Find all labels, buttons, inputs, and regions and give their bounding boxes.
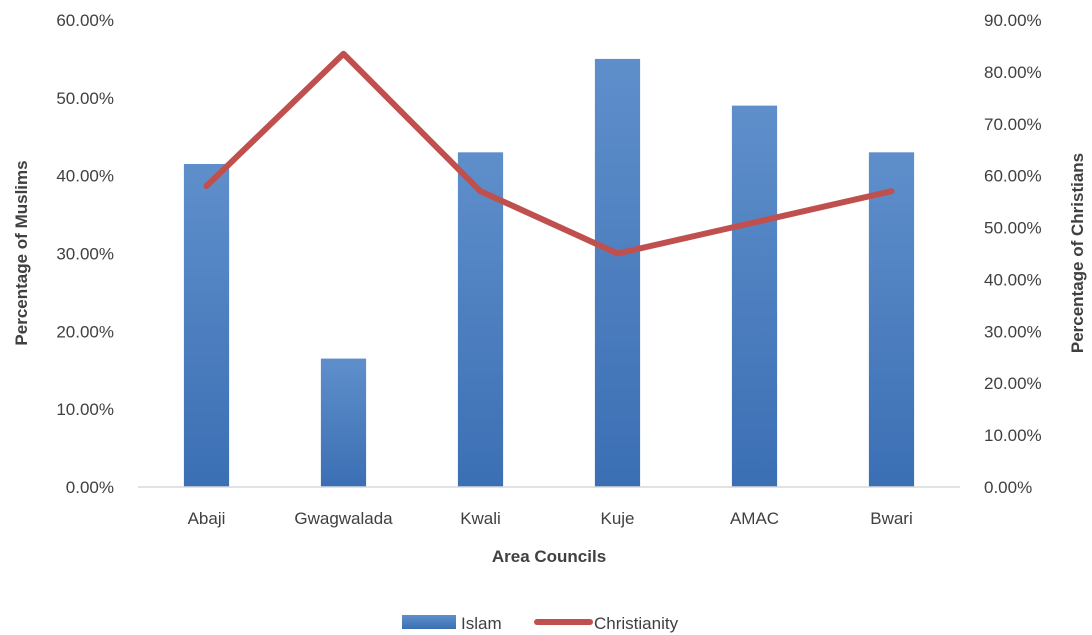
y-tick-label: 0.00%	[66, 478, 114, 497]
y2-tick-label: 80.00%	[984, 63, 1042, 82]
x-tick-label: Kwali	[460, 509, 501, 528]
y-tick-label: 50.00%	[56, 89, 114, 108]
x-tick-label: AMAC	[730, 509, 779, 528]
left-axis-ticks: 0.00% 10.00% 20.00% 30.00% 40.00% 50.00% 60.00…	[56, 11, 114, 497]
x-tick-label: Kuje	[600, 509, 634, 528]
bar-bwari	[868, 152, 915, 488]
y-axis-title: Percentage of Muslims	[12, 160, 31, 345]
bar-series	[183, 58, 915, 488]
y2-tick-label: 40.00%	[984, 270, 1042, 289]
x-tick-label: Gwagwalada	[294, 509, 393, 528]
category-labels: Abaji Gwagwalada Kwali Kuje AMAC Bwari	[188, 509, 913, 528]
x-tick-label: Abaji	[188, 509, 226, 528]
y-tick-label: 60.00%	[56, 11, 114, 30]
x-tick-label: Bwari	[870, 509, 913, 528]
legend: Islam Christianity	[402, 614, 679, 633]
right-axis-ticks: 0.00% 10.00% 20.00% 30.00% 40.00% 50.00% 60.00…	[984, 11, 1042, 497]
y2-tick-label: 50.00%	[984, 219, 1042, 238]
y2-tick-label: 90.00%	[984, 11, 1042, 30]
legend-label-christianity: Christianity	[594, 614, 679, 633]
y2-tick-label: 10.00%	[984, 426, 1042, 445]
y2-tick-label: 60.00%	[984, 167, 1042, 186]
y2-tick-label: 30.00%	[984, 322, 1042, 341]
y-tick-label: 30.00%	[56, 245, 114, 264]
christianity-line	[203, 50, 895, 257]
bar-kwali	[457, 152, 504, 488]
y-tick-label: 40.00%	[56, 167, 114, 186]
y2-tick-label: 0.00%	[984, 478, 1032, 497]
bar-amac	[731, 105, 778, 487]
y-tick-label: 20.00%	[56, 322, 114, 341]
bar-kuje	[594, 58, 641, 488]
y2-axis-title: Percentage of Christians	[1068, 153, 1087, 353]
y2-tick-label: 70.00%	[984, 115, 1042, 134]
bar-abaji	[183, 163, 230, 487]
y2-tick-label: 20.00%	[984, 374, 1042, 393]
y-tick-label: 10.00%	[56, 400, 114, 419]
bar-gwagwalada	[320, 358, 367, 487]
legend-swatch-islam	[402, 615, 456, 629]
legend-label-islam: Islam	[461, 614, 502, 633]
line-series	[203, 50, 895, 257]
x-axis-title: Area Councils	[492, 547, 606, 566]
